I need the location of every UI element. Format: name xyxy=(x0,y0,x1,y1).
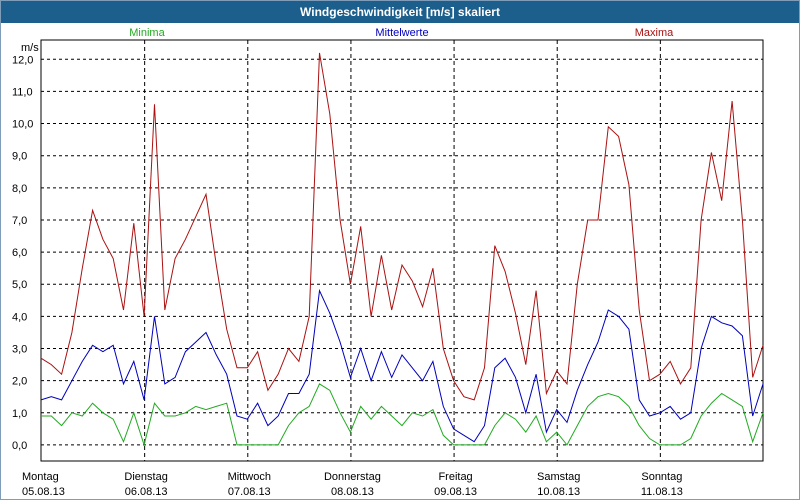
y-tick-label: 4,0 xyxy=(12,311,27,323)
x-day-label: Freitag xyxy=(438,471,472,483)
x-date-label: 05.08.13 xyxy=(22,486,65,498)
x-date-label: 10.08.13 xyxy=(537,486,580,498)
y-tick-label: 5,0 xyxy=(12,279,27,291)
x-date-label: 11.08.13 xyxy=(641,486,683,498)
y-axis-label: m/s xyxy=(21,42,39,54)
y-tick-label: 1,0 xyxy=(12,408,27,420)
x-day-label: Montag xyxy=(22,471,59,483)
series-line-minima xyxy=(41,383,764,447)
series-line-maxima xyxy=(40,52,764,401)
x-date-label: 07.08.13 xyxy=(228,486,271,498)
y-tick-label: 3,0 xyxy=(12,344,27,356)
y-tick-label: 12,0 xyxy=(12,54,33,66)
x-day-label: Sonntag xyxy=(641,471,682,483)
x-day-label: Dienstag xyxy=(124,471,167,483)
x-day-label: Samstag xyxy=(537,471,580,483)
legend-maxima: Maxima xyxy=(635,27,674,39)
y-tick-label: 11,0 xyxy=(12,86,33,98)
y-tick-label: 7,0 xyxy=(12,215,27,227)
y-tick-label: 8,0 xyxy=(12,183,27,195)
legend-minima: Minima xyxy=(129,27,165,39)
series-line-mittelwerte xyxy=(40,288,764,443)
y-tick-label: 0,0 xyxy=(12,440,27,452)
window-title: Windgeschwindigkeit [m/s] skaliert xyxy=(1,1,799,23)
y-tick-label: 2,0 xyxy=(12,376,27,388)
wind-speed-chart: 0,0 1,0 2,0 3,0 4,0 5,0 6,0 7,0 8,0 9,0 10,0 11,0 12… xyxy=(12,27,764,498)
x-day-label: Mittwoch xyxy=(228,471,271,483)
x-day-label: Donnerstag xyxy=(324,471,381,483)
x-date-label: 08.08.13 xyxy=(331,486,374,498)
x-date-label: 09.08.13 xyxy=(434,486,477,498)
x-date-label: 06.08.13 xyxy=(125,486,168,498)
legend-mittelwerte: Mittelwerte xyxy=(375,27,428,39)
plot-frame xyxy=(40,39,764,462)
y-tick-label: 9,0 xyxy=(12,151,27,163)
y-tick-label: 6,0 xyxy=(12,247,27,259)
y-tick-label: 10,0 xyxy=(12,119,33,131)
